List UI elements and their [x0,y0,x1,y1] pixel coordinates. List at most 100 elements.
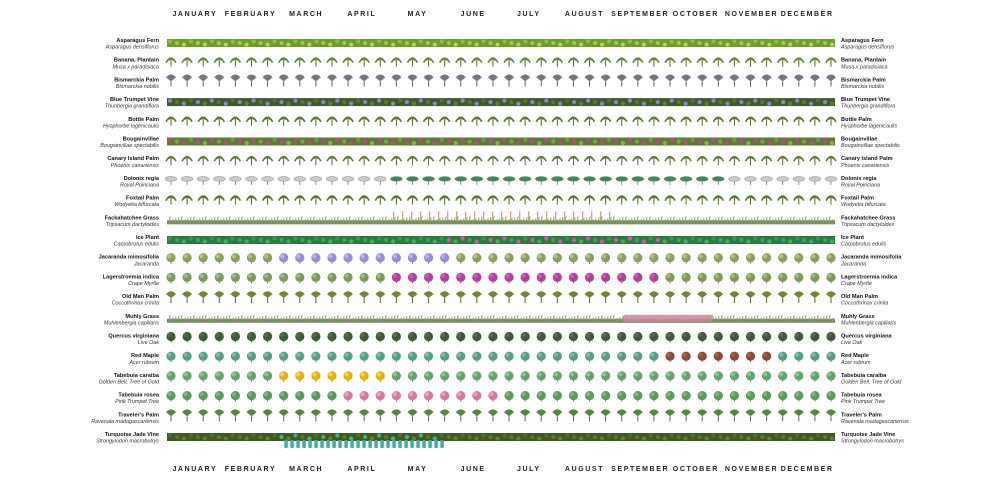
fan-leaf [568,74,579,82]
grass-blade [789,217,792,225]
grass-blade [273,217,276,225]
foliage-mark [251,433,256,438]
fan-leaf [648,409,659,417]
grass-blade [180,216,183,225]
tree-canopy [504,253,514,263]
bloom-mark [453,239,458,244]
plant-name-left: Ice Plant [136,235,159,241]
tree-highlight [280,352,285,357]
tree-canopy [536,272,546,282]
tree-highlight [376,254,381,259]
bloom-mark [397,98,403,103]
bloom-mark [565,137,570,143]
tree-canopy [826,253,836,263]
foliage-mark [321,237,326,243]
grass-blade [609,315,612,323]
grass-blade [195,219,198,225]
grass-blade [378,316,381,323]
tree-canopy [327,253,337,263]
foliage-mark [592,40,598,46]
tree-canopy [713,371,723,381]
foliage-mark [829,436,835,441]
grass-blade [801,315,804,323]
tree-highlight [553,372,558,377]
foliage-mark [300,237,305,243]
bloom-mark [822,139,828,144]
grass-blade [360,314,363,323]
bloom-mark [516,101,521,106]
foliage-strip [167,236,835,244]
fan-leaf [713,291,724,299]
plant-marks [165,57,837,67]
bloom-mark [523,236,528,241]
tree-highlight [747,372,752,377]
grass-blade [177,315,180,323]
tree-canopy [729,391,740,401]
plant-name-right: Bottle Palm [841,117,872,123]
tree-canopy [665,351,675,361]
tree-highlight [827,372,832,377]
fan-leaf [407,409,418,417]
foliage-mark [558,436,563,441]
tree-canopy [406,176,419,182]
bloom-mark [718,100,723,105]
tree-highlight [795,333,800,337]
foliage-mark [732,433,737,438]
palm-frond [793,116,805,123]
bloom-mark [418,98,423,103]
tree-canopy [343,331,353,342]
bloom-mark [620,239,626,244]
tree-highlight [441,273,446,278]
tree-highlight [811,352,816,357]
grass-blade [552,314,555,323]
palm-frond [374,155,386,162]
plant-name-right: Lagerstroemia indica [841,274,898,280]
top-month-label-may: MAY [408,11,428,18]
grass-blade [747,219,750,225]
fan-leaf [198,291,209,299]
grass-blade [429,217,432,225]
tree-highlight [183,273,188,278]
foliage-mark [167,236,173,241]
palm-frond [374,195,386,202]
foliage-mark [188,236,194,241]
plant-name-right: Muhly Grass [841,314,875,320]
tree-canopy [760,176,773,182]
bloom-mark [627,98,633,103]
foliage-mark [376,236,382,241]
fan-leaf [777,409,788,417]
plant-scientific-name-right: Crape Myrtle [841,281,872,287]
grass-blade [333,217,336,225]
bloom-mark [258,139,263,144]
palm-frond [197,116,209,123]
tree-highlight [360,352,365,357]
grass-blade [225,315,228,323]
palm-frond [165,116,177,123]
tree-highlight [247,392,252,397]
tree-canopy [262,272,273,282]
tree-highlight [569,273,574,278]
foliage-mark [711,433,716,438]
grass-blade [600,216,603,225]
grass-blade [387,219,390,225]
grass-blade [420,314,423,323]
foliage-mark [746,239,751,244]
bloom-mark [349,140,354,146]
bloom-mark [174,139,180,144]
bloom-mark [620,140,626,146]
tree-canopy [230,371,240,381]
foliage-mark [279,40,284,46]
tree-canopy [214,371,224,381]
bloom-mark [181,140,187,146]
bottom-month-label-december: DECEMBER [781,466,834,473]
bottom-month-label-march: MARCH [289,466,323,473]
plant-marks [167,314,835,323]
fan-leaf [552,409,563,417]
foliage-mark [579,42,584,47]
fan-leaf [777,74,788,82]
tree-canopy [536,253,546,263]
bloom-mark [815,98,821,103]
tree-canopy [390,176,403,182]
grass-blade [702,218,705,225]
bloom-mark [439,98,444,103]
